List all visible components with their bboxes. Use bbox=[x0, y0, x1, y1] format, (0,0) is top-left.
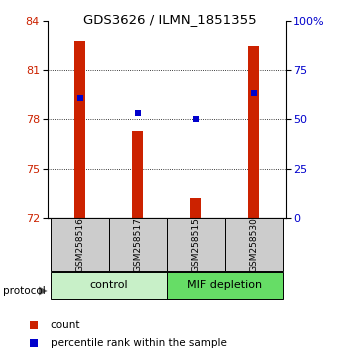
Text: MIF depletion: MIF depletion bbox=[187, 280, 262, 290]
Bar bbox=[132, 131, 143, 218]
Bar bbox=[74, 41, 85, 218]
Bar bbox=[190, 198, 201, 218]
Text: GSM258530: GSM258530 bbox=[249, 217, 258, 272]
Bar bbox=[167, 218, 225, 271]
Bar bbox=[108, 218, 167, 271]
Text: percentile rank within the sample: percentile rank within the sample bbox=[51, 338, 226, 348]
Text: GDS3626 / ILMN_1851355: GDS3626 / ILMN_1851355 bbox=[83, 13, 257, 26]
Text: GSM258515: GSM258515 bbox=[191, 217, 200, 272]
Text: count: count bbox=[51, 320, 80, 330]
Text: protocol: protocol bbox=[3, 286, 46, 296]
Bar bbox=[249, 46, 259, 218]
Bar bbox=[167, 272, 283, 299]
Text: control: control bbox=[89, 280, 128, 290]
Polygon shape bbox=[39, 286, 48, 296]
Bar bbox=[51, 218, 108, 271]
Text: GSM258516: GSM258516 bbox=[75, 217, 84, 272]
Text: GSM258517: GSM258517 bbox=[133, 217, 142, 272]
Bar bbox=[51, 272, 167, 299]
Bar bbox=[225, 218, 283, 271]
